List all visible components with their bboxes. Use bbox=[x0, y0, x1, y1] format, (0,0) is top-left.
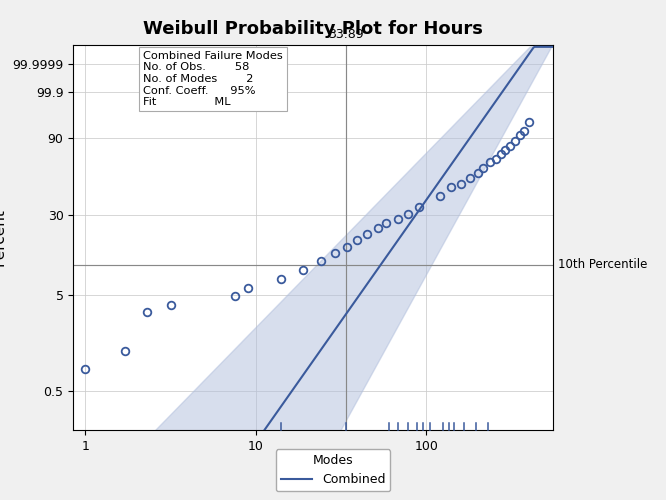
Text: 10th Percentile: 10th Percentile bbox=[558, 258, 647, 272]
Text: 33.89: 33.89 bbox=[328, 28, 364, 41]
Y-axis label: Percent: Percent bbox=[0, 208, 7, 266]
Legend: Combined: Combined bbox=[276, 449, 390, 491]
Text: Combined Failure Modes
No. of Obs.        58
No. of Modes        2
Conf. Coeff. : Combined Failure Modes No. of Obs. 58 No… bbox=[143, 51, 282, 107]
X-axis label: Hours: Hours bbox=[290, 458, 336, 473]
Title: Weibull Probability Plot for Hours: Weibull Probability Plot for Hours bbox=[143, 20, 483, 38]
